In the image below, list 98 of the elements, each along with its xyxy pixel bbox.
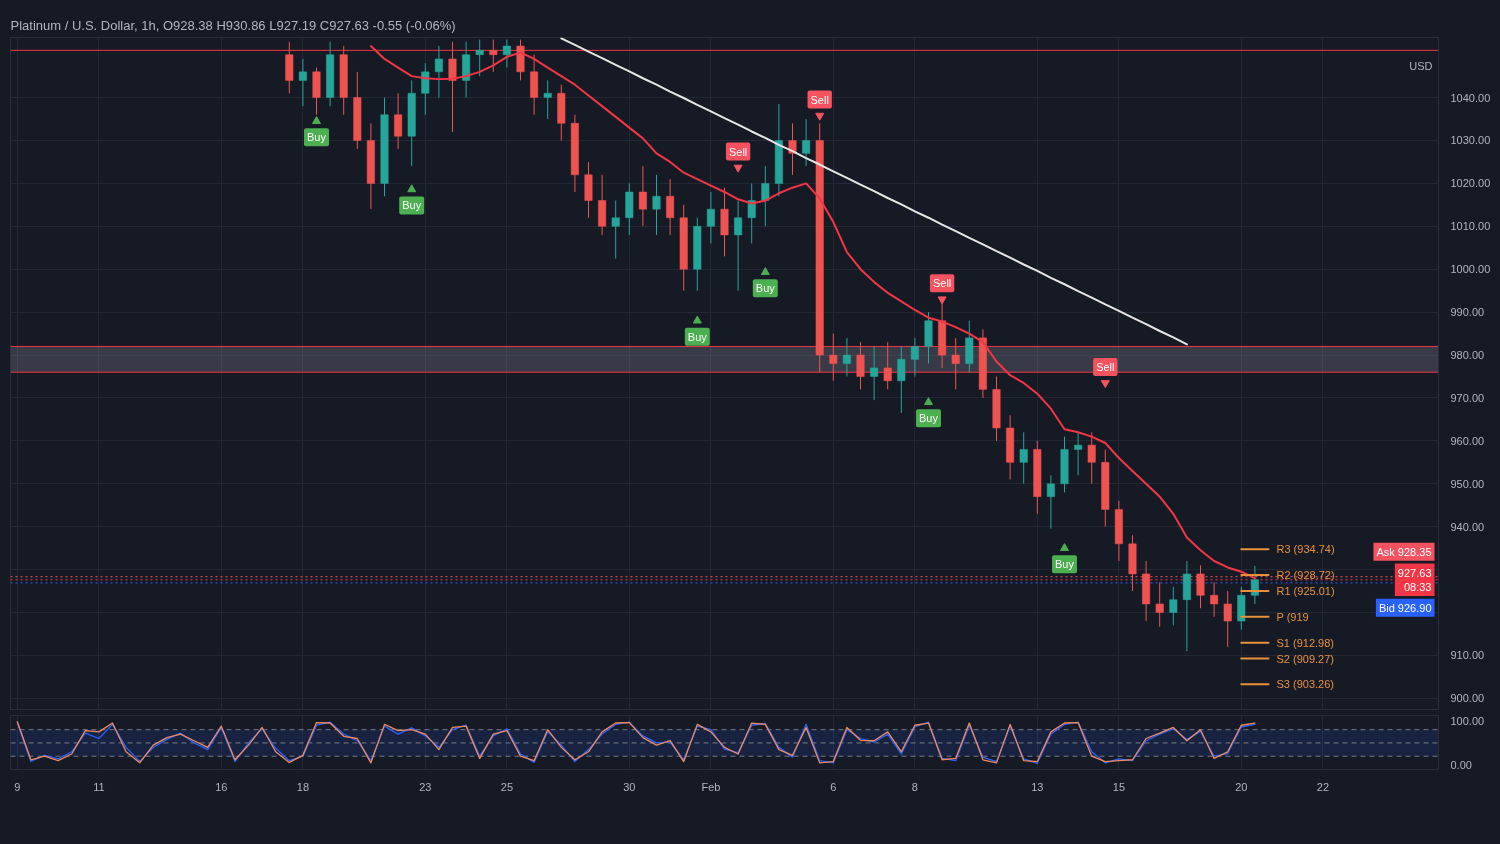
point [760,267,770,276]
candlestick [788,122,797,176]
candlestick [394,92,403,150]
point [924,397,933,406]
x-tick-label: Feb [701,780,721,793]
series-label: P (919 [1276,610,1309,623]
text: Sell [728,145,748,158]
y-tick-label: 1030.00 [1450,134,1491,147]
candlestick [761,165,770,227]
y-tick-label: 1010.00 [1450,220,1491,233]
candlestick [910,337,919,377]
series-label: Sell [1096,360,1115,373]
candlestick [856,341,865,390]
y-tick-label: 980.00 [1450,349,1485,362]
candlestick [1019,431,1028,485]
series-label: Buy [755,282,776,295]
y-tick-label: 990.00 [1450,306,1485,319]
ref-line-label: 927.63 08:33 [1397,566,1432,593]
x-tick-label: 18 [296,780,310,793]
y-tick-label: 1000.00 [1450,263,1491,276]
candlestick [543,79,552,120]
x-tick-label: 13 [1031,780,1044,793]
text: Buy [1055,558,1074,571]
y-tick-label: 0.00 [1450,759,1472,772]
candlestick [829,333,838,382]
candlestick [1155,581,1164,628]
x-tick-label: 9 [14,780,21,793]
candlestick [951,337,960,390]
candlestick [1223,590,1232,648]
point [1060,543,1069,551]
series-label: R3 (934.74) [1276,543,1335,556]
y-tick-label: 100.00 [1450,714,1485,727]
x-tick-label: 15 [1112,780,1126,793]
point [733,164,743,173]
text: Sell [810,93,829,106]
x-tick-label: 23 [419,780,432,793]
candlestick [1210,581,1219,618]
series-label: S3 (903.26) [1276,678,1334,691]
y-tick-label: 1020.00 [1450,177,1491,190]
candlestick [298,58,307,107]
y-tick-label: 970.00 [1450,391,1485,404]
candlestick [652,174,661,236]
x-tick-label: 20 [1235,780,1248,793]
candlestick [1196,564,1205,609]
candlestick [448,41,457,133]
series-label: S2 (909.27) [1276,652,1334,665]
point [312,116,321,124]
ref-line-label: Bid 926.90 [1378,601,1432,614]
y-tick-label: 950.00 [1450,477,1485,490]
series-label: R2 (928.72) [1276,569,1335,582]
candlestick [489,39,498,73]
x-tick-label: 8 [911,780,918,793]
candlestick [802,118,811,167]
point [937,296,947,305]
candlestick [666,178,675,236]
candlestick [1046,474,1055,530]
x-tick-label: 30 [623,780,636,793]
candlestick [706,191,715,244]
y-tick-label: 900.00 [1450,692,1485,705]
x-tick-label: 16 [215,780,228,793]
series-label: S1 (912.98) [1276,636,1334,649]
candlestick [897,345,906,414]
candlestick [1074,431,1083,476]
candlestick [1169,586,1178,626]
point [407,184,417,193]
y-tick-label: 910.00 [1450,649,1485,662]
candlestick [434,45,443,99]
text: Buy [687,330,707,343]
x-tick-label: 6 [830,780,837,793]
candlestick [883,341,892,390]
candlestick [1087,431,1096,485]
text: Buy [307,131,326,144]
candlestick [842,337,851,377]
x-tick-label: 22 [1316,780,1330,793]
text: Buy [402,199,422,212]
chart-title: Platinum / U.S. Dollar, 1h, O928.38 H930.86 L927.19 C927.63 -0.55 (-0.06%) [10,17,456,33]
ref-line-label: Ask 928.35 [1376,545,1432,558]
candlestick [1250,565,1259,605]
candlestick [870,345,879,401]
x-tick-label: 25 [500,780,514,793]
y-tick-label: 940.00 [1450,520,1485,533]
candlestick [611,200,620,259]
line-series [560,37,1188,346]
candlestick [638,165,647,227]
candlestick [475,39,484,77]
text: Buy [919,412,938,425]
candlestick [421,62,430,116]
point [815,112,825,121]
point [692,315,702,324]
y-axis-title: USD [1409,59,1433,72]
y-tick-label: 960.00 [1450,434,1485,447]
series-label: R1 (925.01) [1276,585,1335,598]
text: Sell [932,277,952,290]
y-tick-label: 1040.00 [1450,91,1491,104]
candlestick [502,39,511,69]
line-series [16,721,1256,764]
x-tick-label: 11 [93,780,105,793]
candlestick [734,200,743,292]
